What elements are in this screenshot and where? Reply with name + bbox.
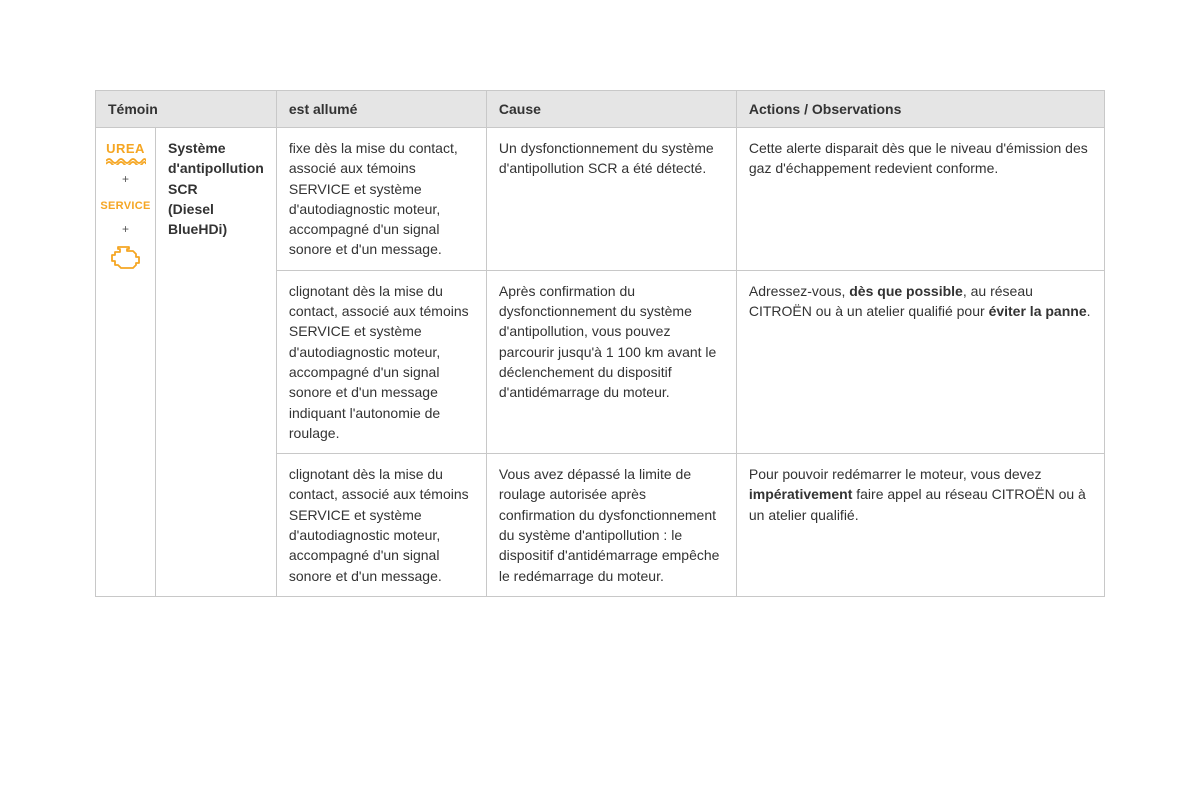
table-header-row: Témoin est allumé Cause Actions / Observ… [96,91,1105,128]
system-name-line: SCR [168,181,198,197]
wave-icon [106,157,146,165]
header-cause: Cause [486,91,736,128]
header-est-allume: est allumé [276,91,486,128]
cause-cell: Après confirmation du dysfonctionnement … [486,270,736,453]
action-text: . [1087,303,1091,319]
cause-cell: Vous avez dépassé la limite de roulage a… [486,454,736,597]
engine-icon [109,245,143,273]
header-actions: Actions / Observations [736,91,1104,128]
action-cell: Cette alerte disparait dès que le niveau… [736,128,1104,271]
system-name-line: Système [168,140,226,156]
action-text-bold: dès que possible [849,283,963,299]
system-name-line: (Diesel BlueHDi) [168,201,227,237]
system-name-cell: Système d'antipollution SCR (Diesel Blue… [156,128,277,597]
lit-cell: clignotant dès la mise du contact, assoc… [276,270,486,453]
lit-cell: clignotant dès la mise du contact, assoc… [276,454,486,597]
action-cell: Adressez-vous, dès que possible, au rése… [736,270,1104,453]
system-name-line: d'antipollution [168,160,264,176]
action-text-bold: éviter la panne [989,303,1087,319]
service-icon: SERVICE [100,194,151,215]
action-text: Adressez-vous, [749,283,849,299]
plus-separator: + [100,221,151,238]
urea-label: UREA [106,141,145,156]
urea-icon: UREA [100,138,151,165]
cause-cell: Un dysfonctionnement du système d'antipo… [486,128,736,271]
action-text: Pour pouvoir redémarrer le moteur, vous … [749,466,1042,482]
lit-cell: fixe dès la mise du contact, associé aux… [276,128,486,271]
service-label: SERVICE [100,200,150,212]
plus-separator: + [100,171,151,188]
indicator-icons-cell: UREA + SERVICE + [96,128,156,597]
action-cell: Pour pouvoir redémarrer le moteur, vous … [736,454,1104,597]
header-temoin: Témoin [96,91,277,128]
warning-light-table: Témoin est allumé Cause Actions / Observ… [95,90,1105,597]
action-text-bold: impérativement [749,486,852,502]
table-row: UREA + SERVICE + Système d'antipollution [96,128,1105,271]
